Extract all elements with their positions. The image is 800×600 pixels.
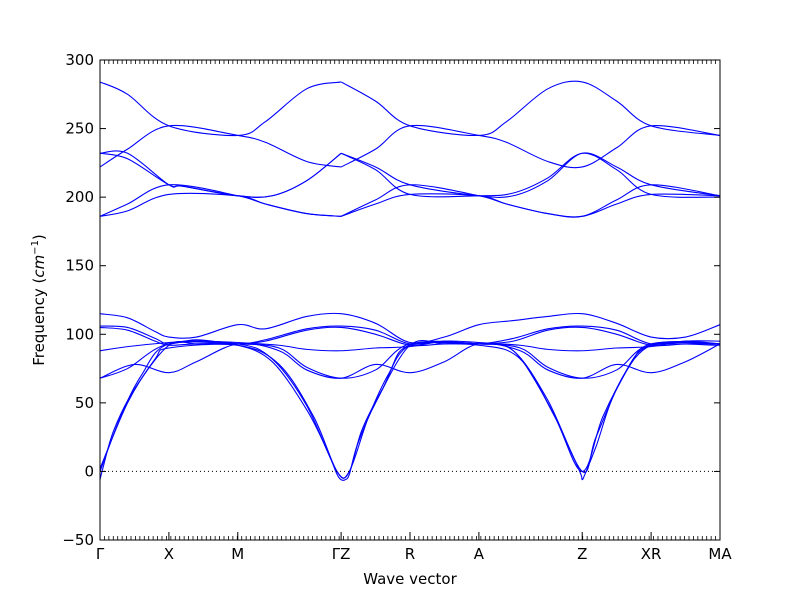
x-axis-label: Wave vector	[363, 570, 457, 588]
plot-frame	[99, 59, 721, 541]
y-tick-label: 200	[65, 188, 94, 206]
band-line-12	[340, 152, 721, 198]
kpoint-label: ΓZ	[332, 545, 351, 563]
y-tick-label: 0	[84, 462, 94, 480]
band-line-7	[340, 80, 721, 137]
y-tick-label: 50	[75, 394, 94, 412]
band-line-11	[340, 184, 721, 218]
y-axis-label: Frequency (cm−1)	[30, 234, 48, 366]
band-line-6	[99, 184, 342, 217]
y-axis-label-unit: cm	[30, 255, 48, 278]
band-line-15	[99, 326, 721, 347]
kpoint-label: Γ	[96, 545, 105, 563]
y-tick-label: 100	[65, 325, 94, 343]
y-tick-label: −50	[62, 531, 94, 549]
kpoint-label: X	[164, 545, 174, 563]
band-line-21	[99, 342, 721, 479]
y-axis-label-unit-exponent: −1	[30, 240, 41, 255]
band-line-4	[99, 124, 342, 168]
kpoint-label: A	[474, 545, 485, 563]
series-layer	[99, 80, 721, 481]
band-line-3	[99, 152, 342, 198]
kpoint-label: MA	[708, 545, 732, 563]
kpoint-label: M	[231, 545, 244, 563]
kpoint-label: XR	[641, 545, 662, 563]
kpoint-label: Z	[577, 545, 587, 563]
band-line-13	[99, 312, 721, 344]
band-line-8	[340, 152, 721, 198]
y-axis-label-prefix: Frequency (	[30, 278, 48, 366]
kpoint-label: R	[405, 545, 415, 563]
y-tick-label: 300	[65, 51, 94, 69]
y-tick-label: 150	[65, 257, 94, 275]
ticks-layer	[99, 59, 721, 541]
band-line-18	[99, 342, 721, 379]
band-line-9	[340, 124, 721, 169]
band-line-17	[99, 341, 721, 379]
y-tick-label: 250	[65, 120, 94, 138]
labels-layer: −50 0 50 100 150 200 250 300 Γ X M ΓZ R A Z XR MA	[62, 51, 732, 563]
y-axis-label-suffix: )	[30, 234, 48, 240]
